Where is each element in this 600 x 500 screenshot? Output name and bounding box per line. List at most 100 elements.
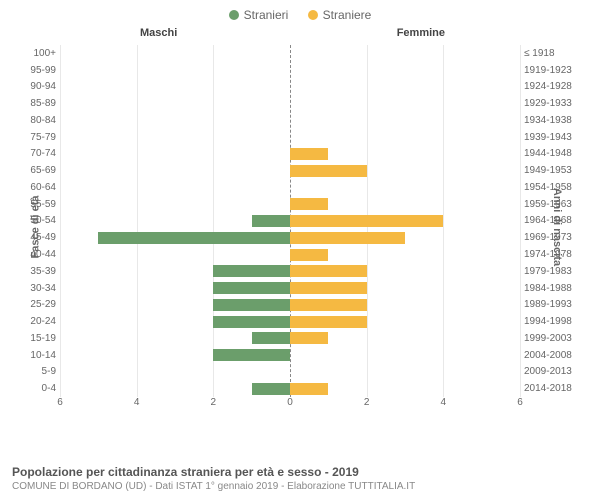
age-label: 55-59 xyxy=(14,199,56,210)
x-tick: 6 xyxy=(517,397,523,408)
pyramid-row: 100+≤ 1918 xyxy=(60,45,520,62)
age-label: 80-84 xyxy=(14,115,56,126)
bar-female xyxy=(290,282,367,294)
pyramid-row: 35-391979-1983 xyxy=(60,263,520,280)
age-label: 35-39 xyxy=(14,266,56,277)
bar-male xyxy=(252,215,290,227)
pyramid-row: 0-42014-2018 xyxy=(60,380,520,397)
birth-year-label: 1929-1933 xyxy=(524,98,588,109)
legend: Stranieri Straniere xyxy=(0,0,600,27)
age-label: 45-49 xyxy=(14,232,56,243)
age-label: 40-44 xyxy=(14,249,56,260)
bar-female xyxy=(290,215,443,227)
pyramid-row: 25-291989-1993 xyxy=(60,296,520,313)
age-label: 30-34 xyxy=(14,283,56,294)
birth-year-label: 1939-1943 xyxy=(524,132,588,143)
bar-male xyxy=(213,299,290,311)
chart-area: Maschi Femmine Fasce di età Anni di nasc… xyxy=(0,27,600,427)
age-label: 60-64 xyxy=(14,182,56,193)
pyramid-row: 90-941924-1928 xyxy=(60,79,520,96)
footer: Popolazione per cittadinanza straniera p… xyxy=(12,465,588,492)
age-label: 95-99 xyxy=(14,65,56,76)
birth-year-label: 1964-1968 xyxy=(524,215,588,226)
birth-year-label: 1954-1958 xyxy=(524,182,588,193)
birth-year-label: 1949-1953 xyxy=(524,165,588,176)
birth-year-label: 1959-1963 xyxy=(524,199,588,210)
bar-male xyxy=(252,332,290,344)
pyramid-row: 40-441974-1978 xyxy=(60,246,520,263)
birth-year-label: 1934-1938 xyxy=(524,115,588,126)
birth-year-label: 1924-1928 xyxy=(524,81,588,92)
grid-line xyxy=(520,45,521,397)
column-header-male: Maschi xyxy=(140,27,177,39)
birth-year-label: 1999-2003 xyxy=(524,333,588,344)
pyramid-row: 85-891929-1933 xyxy=(60,95,520,112)
x-tick: 4 xyxy=(441,397,447,408)
legend-female-label: Straniere xyxy=(323,8,372,22)
birth-year-label: 1969-1973 xyxy=(524,232,588,243)
bar-female xyxy=(290,332,328,344)
pyramid-row: 75-791939-1943 xyxy=(60,129,520,146)
x-tick: 2 xyxy=(211,397,217,408)
pyramid-row: 95-991919-1923 xyxy=(60,62,520,79)
bar-male xyxy=(213,316,290,328)
bar-female xyxy=(290,249,328,261)
birth-year-label: 1974-1978 xyxy=(524,249,588,260)
x-tick: 4 xyxy=(134,397,140,408)
pyramid-row: 70-741944-1948 xyxy=(60,146,520,163)
bar-female xyxy=(290,232,405,244)
age-label: 50-54 xyxy=(14,215,56,226)
legend-male: Stranieri xyxy=(229,8,289,22)
legend-male-label: Stranieri xyxy=(244,8,289,22)
legend-male-dot xyxy=(229,10,239,20)
birth-year-label: 1989-1993 xyxy=(524,299,588,310)
pyramid-row: 30-341984-1988 xyxy=(60,280,520,297)
pyramid-row: 45-491969-1973 xyxy=(60,229,520,246)
birth-year-label: 1994-1998 xyxy=(524,316,588,327)
legend-female: Straniere xyxy=(308,8,372,22)
x-tick: 6 xyxy=(57,397,63,408)
pyramid-row: 65-691949-1953 xyxy=(60,162,520,179)
x-tick: 2 xyxy=(364,397,370,408)
age-label: 100+ xyxy=(14,48,56,59)
age-label: 90-94 xyxy=(14,81,56,92)
pyramid-row: 60-641954-1958 xyxy=(60,179,520,196)
pyramid-row: 55-591959-1963 xyxy=(60,196,520,213)
pyramid-row: 15-191999-2003 xyxy=(60,330,520,347)
bar-female xyxy=(290,148,328,160)
bar-female xyxy=(290,165,367,177)
pyramid-row: 10-142004-2008 xyxy=(60,347,520,364)
age-label: 20-24 xyxy=(14,316,56,327)
age-label: 5-9 xyxy=(14,366,56,377)
column-header-female: Femmine xyxy=(397,27,445,39)
plot-area: 100+≤ 191895-991919-192390-941924-192885… xyxy=(60,45,520,397)
bar-male xyxy=(98,232,290,244)
age-label: 70-74 xyxy=(14,148,56,159)
pyramid-row: 80-841934-1938 xyxy=(60,112,520,129)
birth-year-label: 2004-2008 xyxy=(524,350,588,361)
bar-female xyxy=(290,299,367,311)
birth-year-label: ≤ 1918 xyxy=(524,48,588,59)
bar-female xyxy=(290,198,328,210)
footer-subtitle: COMUNE DI BORDANO (UD) - Dati ISTAT 1° g… xyxy=(12,481,588,492)
pyramid-row: 50-541964-1968 xyxy=(60,213,520,230)
age-label: 15-19 xyxy=(14,333,56,344)
age-label: 65-69 xyxy=(14,165,56,176)
bar-female xyxy=(290,316,367,328)
age-label: 25-29 xyxy=(14,299,56,310)
birth-year-label: 1944-1948 xyxy=(524,148,588,159)
age-label: 75-79 xyxy=(14,132,56,143)
x-axis: 6 4 2 0 2 4 6 xyxy=(60,397,520,415)
pyramid-row: 5-92009-2013 xyxy=(60,363,520,380)
footer-title: Popolazione per cittadinanza straniera p… xyxy=(12,465,588,479)
pyramid-row: 20-241994-1998 xyxy=(60,313,520,330)
age-label: 10-14 xyxy=(14,350,56,361)
bar-male xyxy=(213,349,290,361)
birth-year-label: 1984-1988 xyxy=(524,283,588,294)
birth-year-label: 1979-1983 xyxy=(524,266,588,277)
bar-male xyxy=(252,383,290,395)
birth-year-label: 1919-1923 xyxy=(524,65,588,76)
x-tick: 0 xyxy=(287,397,293,408)
age-label: 85-89 xyxy=(14,98,56,109)
birth-year-label: 2009-2013 xyxy=(524,366,588,377)
